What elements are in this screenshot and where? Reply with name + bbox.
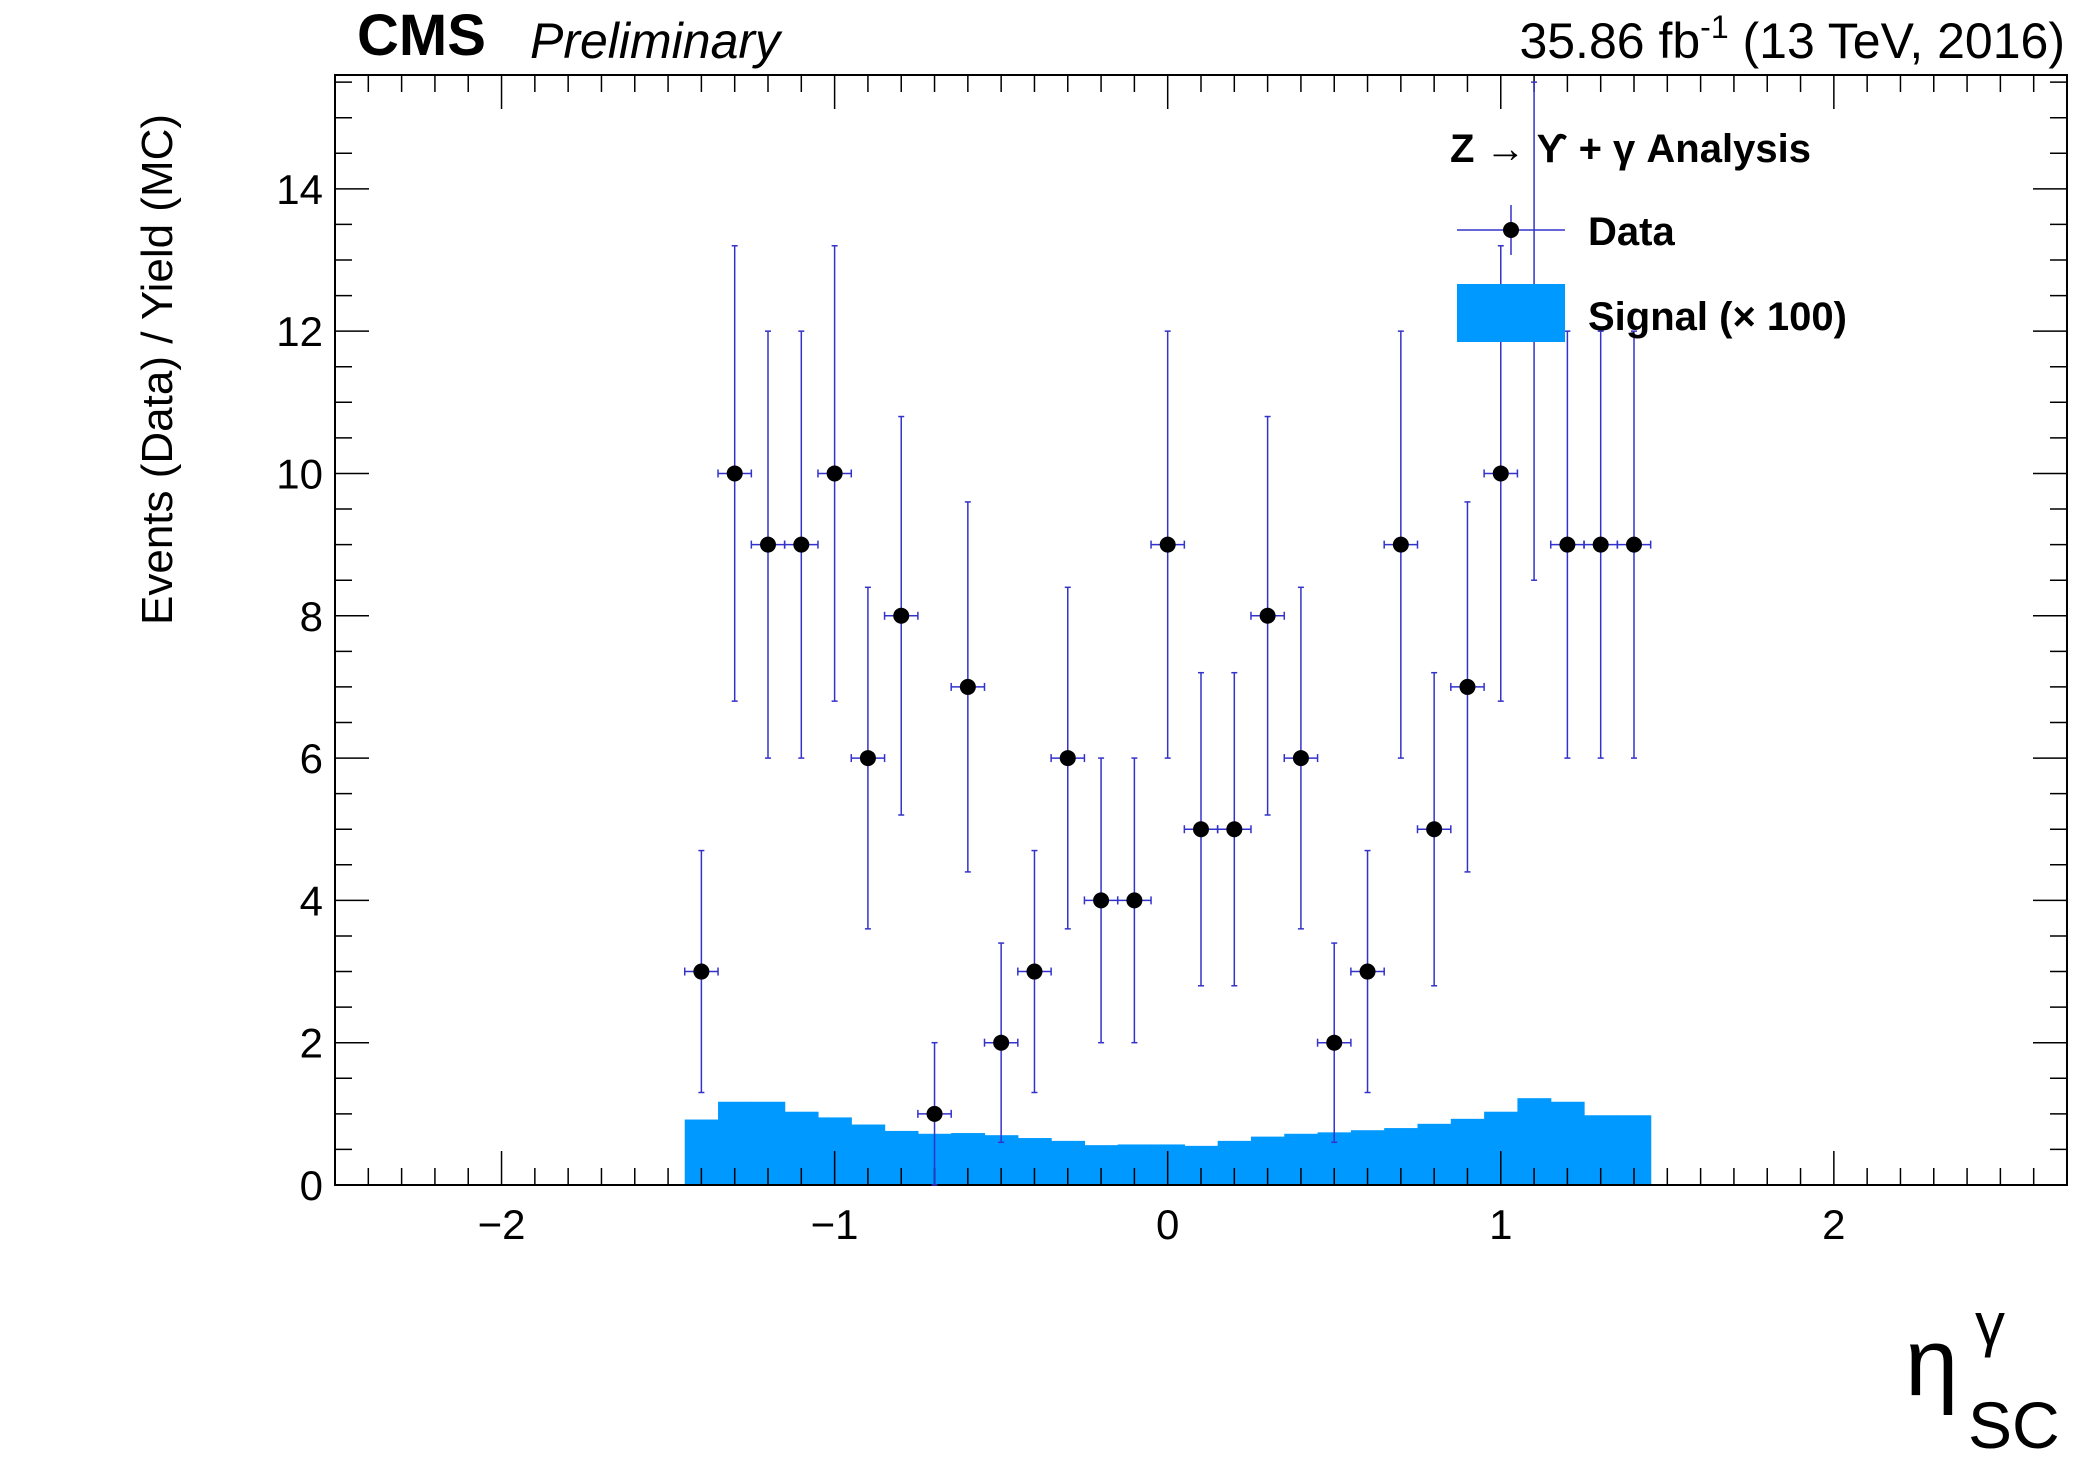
x-axis-superscript: γ [1975, 1291, 2005, 1358]
y-tick-label: 14 [276, 166, 323, 213]
data-point [1026, 963, 1043, 980]
lumi-exponent: -1 [1700, 9, 1728, 45]
data-points [683, 81, 1652, 1186]
data-point [1492, 465, 1509, 482]
x-tick-label: 2 [1822, 1201, 1845, 1248]
y-tick-labels: 0 2 4 6 8 10 12 14 [276, 166, 323, 1209]
lumi-value: 35.86 fb [1519, 13, 1700, 69]
data-point [826, 465, 843, 482]
y-tick-label: 2 [300, 1020, 323, 1067]
data-point [1426, 821, 1443, 838]
experiment-label: CMS [357, 3, 486, 68]
legend: Z → ϒ + γ Analysis Data Signal (× 100) [1450, 127, 1847, 342]
data-point [959, 678, 976, 695]
y-tick-label: 0 [300, 1162, 323, 1209]
x-tick-labels: −2 −1 0 1 2 [478, 1201, 1846, 1248]
data-point [1159, 536, 1176, 553]
data-point [1359, 963, 1376, 980]
data-point [1259, 607, 1276, 624]
y-tick-label: 12 [276, 308, 323, 355]
data-point [993, 1034, 1010, 1051]
legend-data-label: Data [1588, 210, 1675, 254]
y-tick-label: 10 [276, 450, 323, 497]
data-point [1093, 892, 1110, 909]
data-point [1459, 678, 1476, 695]
x-axis-subscript: SC [1968, 1388, 2060, 1462]
data-point [1059, 750, 1076, 767]
y-tick-label: 6 [300, 735, 323, 782]
status-label: Preliminary [530, 13, 783, 69]
data-point [693, 963, 710, 980]
x-axis-title: η γ SC [1905, 1291, 2060, 1462]
data-point [1226, 821, 1243, 838]
axis-ticks [334, 75, 2068, 1186]
y-tick-label: 4 [300, 877, 323, 924]
x-tick-label: −2 [478, 1201, 526, 1248]
data-point [1392, 536, 1409, 553]
data-point [1626, 536, 1642, 553]
data-point [1292, 750, 1309, 767]
legend-data-marker [1503, 222, 1519, 238]
lumi-tail: (13 TeV, 2016) [1729, 13, 2065, 69]
data-point [1592, 536, 1609, 553]
data-point [793, 536, 810, 553]
data-point [1193, 821, 1209, 838]
x-tick-label: −1 [811, 1201, 859, 1248]
data-point [760, 536, 776, 553]
legend-signal-label: Signal (× 100) [1588, 295, 1847, 339]
data-point [726, 465, 743, 482]
x-tick-label: 1 [1489, 1201, 1512, 1248]
data-point [1326, 1034, 1343, 1051]
data-point [1126, 892, 1143, 909]
data-point [859, 750, 876, 767]
luminosity-label: 35.86 fb-1 (13 TeV, 2016) [1519, 9, 2065, 69]
x-tick-label: 0 [1156, 1201, 1179, 1248]
y-axis-title: Events (Data) / Yield (MC) [133, 114, 182, 625]
data-point [1559, 536, 1576, 553]
data-point [893, 607, 910, 624]
data-point [926, 1105, 943, 1122]
legend-signal-swatch [1457, 284, 1565, 342]
plot-frame [334, 74, 2068, 1186]
x-axis-symbol: η [1905, 1309, 1958, 1416]
y-tick-label: 8 [300, 593, 323, 640]
legend-header: Z → ϒ + γ Analysis [1450, 127, 1811, 171]
